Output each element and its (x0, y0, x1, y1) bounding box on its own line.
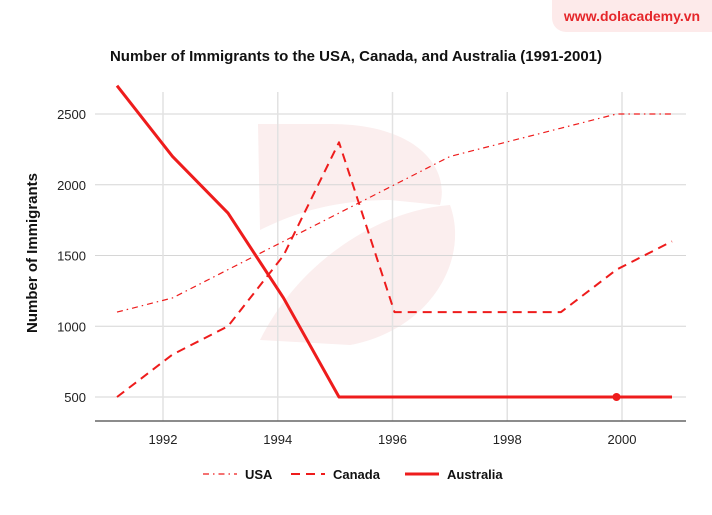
legend-label-australia: Australia (447, 467, 503, 482)
highlight-marker (612, 393, 621, 401)
x-tick-label: 1996 (378, 432, 407, 447)
brand-badge[interactable]: www.dolacademy.vn (552, 0, 712, 32)
y-tick-label: 1500 (57, 249, 86, 264)
series-line-australia (115, 84, 672, 399)
series-line-usa (116, 113, 672, 313)
y-tick-label: 2500 (57, 107, 86, 122)
legend-label-canada: Canada (333, 467, 381, 482)
y-tick-label: 500 (64, 390, 86, 405)
x-tick-label: 1992 (149, 432, 178, 447)
y-tick-label: 2000 (57, 178, 86, 193)
watermark-logo (258, 124, 456, 345)
series-line-canada (116, 141, 673, 398)
x-tick-label: 2000 (608, 432, 637, 447)
y-tick-label: 1000 (57, 319, 86, 334)
x-tick-label: 1998 (493, 432, 522, 447)
legend-label-usa: USA (245, 467, 273, 482)
y-axis-label: Number of Immigrants (24, 173, 41, 333)
chart-title: Number of Immigrants to the USA, Canada,… (109, 48, 603, 65)
x-tick-label: 1994 (263, 432, 292, 447)
